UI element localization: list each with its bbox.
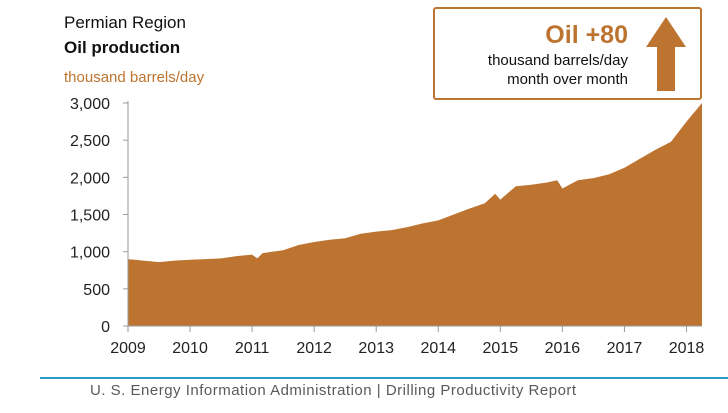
up-arrow-icon	[646, 17, 686, 91]
y-tick-label: 3,000	[70, 96, 110, 113]
x-tick-label: 2012	[296, 340, 332, 357]
footer-divider	[40, 377, 728, 379]
x-tick-label: 2013	[358, 340, 394, 357]
y-tick-label: 2,500	[70, 133, 110, 150]
y-tick-label: 500	[83, 282, 110, 299]
callout-headline: Oil +80	[545, 21, 628, 49]
x-tick-label: 2011	[235, 340, 270, 357]
x-tick-label: 2017	[607, 340, 643, 357]
footer-source: U. S. Energy Information Administration …	[90, 382, 577, 399]
x-tick-label: 2016	[545, 340, 581, 357]
x-tick-label: 2018	[669, 340, 705, 357]
y-tick-label: 1,000	[70, 245, 110, 262]
x-tick-label: 2009	[110, 340, 146, 357]
y-tick-label: 1,500	[70, 208, 110, 225]
callout-period-line: month over month	[507, 71, 628, 88]
y-axis: 0 500 1,000 1,500 2,000 2,500 3,000	[70, 96, 128, 336]
plot-area	[127, 101, 702, 327]
x-tick-label: 2014	[420, 340, 456, 357]
x-axis: 2009 2010 2011 2012 2013 2014 2015 2016 2017 2018	[110, 326, 704, 357]
y-axis-unit-label: thousand barrels/day	[64, 69, 205, 86]
region-title: Permian Region	[64, 13, 186, 32]
x-tick-label: 2010	[172, 340, 208, 357]
oil-production-area	[128, 103, 702, 326]
x-tick-label: 2015	[483, 340, 519, 357]
callout-unit-line: thousand barrels/day	[487, 52, 628, 69]
y-tick-label: 0	[101, 319, 110, 336]
chart-title: Oil production	[64, 38, 181, 57]
y-tick-label: 2,000	[70, 170, 110, 187]
monthly-change-callout: Oil +80 thousand barrels/day month over …	[433, 7, 702, 100]
